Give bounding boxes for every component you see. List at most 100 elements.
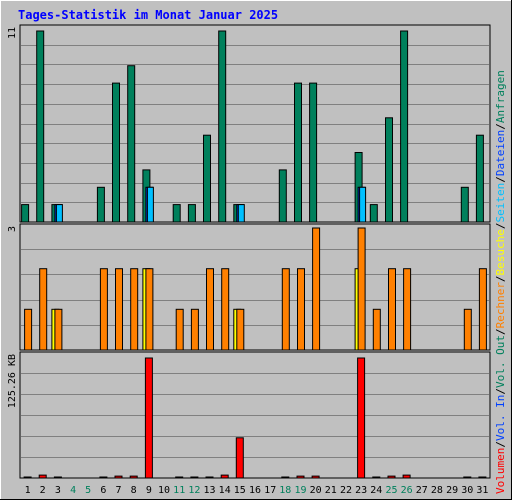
legend-entry: Besuche bbox=[494, 229, 507, 275]
panel-frame-2 bbox=[19, 223, 491, 351]
bar-anfragen bbox=[309, 82, 318, 223]
bar-rechner bbox=[130, 268, 139, 351]
bar-rechner bbox=[297, 268, 305, 351]
bar-volumen bbox=[53, 476, 62, 479]
x-tick-label: 17 bbox=[264, 485, 276, 496]
x-tick-label: 27 bbox=[416, 485, 428, 496]
x-tick-label: 24 bbox=[370, 485, 382, 496]
y-max-label: 125.26 KB bbox=[7, 354, 18, 408]
bar-volumen bbox=[478, 476, 487, 479]
bar-rechner bbox=[54, 308, 63, 351]
bar-rechner bbox=[206, 268, 214, 351]
x-tick-label: 8 bbox=[131, 485, 137, 496]
y-max-label: 3 bbox=[7, 226, 18, 232]
bar-rechner bbox=[190, 308, 199, 351]
bar-rechner bbox=[145, 268, 154, 351]
x-tick-labels: 1 2 3 4 5 6 7 8 9 10 11 12 13 14 15 16 17 18 19 20 21 22 23 24 2… bbox=[25, 485, 489, 496]
x-tick-label: 7 bbox=[115, 485, 121, 496]
legend-entry: Anfragen bbox=[494, 70, 507, 123]
bar-anfragen bbox=[187, 204, 196, 223]
bar-volumen bbox=[402, 474, 411, 479]
y-max-label: 11 bbox=[7, 27, 18, 39]
x-tick-label: 16 bbox=[249, 485, 261, 496]
x-tick-label: 2 bbox=[40, 485, 46, 496]
legend-entry: Volumen bbox=[494, 448, 507, 494]
bar-rechner bbox=[403, 268, 412, 351]
x-tick-label: 11 bbox=[173, 485, 185, 496]
x-tick-label: 22 bbox=[340, 485, 352, 496]
x-tick-label: 9 bbox=[146, 485, 152, 496]
legend-entry: Rechner bbox=[494, 282, 507, 329]
bar-volumen bbox=[144, 357, 153, 479]
bar-rechner bbox=[39, 268, 48, 351]
bar-volumen bbox=[175, 476, 184, 479]
bar-seiten bbox=[237, 204, 245, 223]
x-tick-label: 25 bbox=[385, 485, 397, 496]
legend-separator: / bbox=[494, 328, 507, 335]
bar-anfragen bbox=[96, 186, 105, 223]
bar-anfragen bbox=[127, 65, 136, 223]
legend-separator: / bbox=[494, 222, 507, 229]
x-tick-label: 4 bbox=[70, 485, 76, 496]
bar-volumen bbox=[235, 437, 244, 479]
legend: Volumen/Vol. In/Vol. Out/Rechner/Besuche… bbox=[494, 70, 507, 494]
bar-rechner bbox=[478, 268, 487, 351]
bar-anfragen bbox=[278, 169, 287, 223]
x-tick-label: 31 bbox=[476, 485, 488, 496]
bar-anfragen bbox=[218, 30, 227, 223]
x-tick-label: 15 bbox=[234, 485, 246, 496]
bar-rechner bbox=[281, 268, 290, 351]
bar-rechner bbox=[357, 227, 366, 351]
bar-rechner bbox=[372, 308, 381, 351]
bar-volumen bbox=[220, 474, 229, 479]
bar-rechner bbox=[312, 227, 321, 351]
x-tick-label: 29 bbox=[446, 485, 458, 496]
legend-separator: / bbox=[494, 176, 507, 183]
x-tick-label: 20 bbox=[310, 485, 322, 496]
x-tick-label: 28 bbox=[431, 485, 443, 496]
bar-volumen bbox=[296, 475, 305, 479]
x-tick-label: 3 bbox=[55, 485, 61, 496]
bar-volumen bbox=[387, 475, 396, 479]
legend-entry: Dateien bbox=[494, 130, 507, 176]
bar-volumen bbox=[190, 476, 199, 479]
bar-volumen bbox=[357, 357, 366, 479]
bar-anfragen bbox=[369, 204, 378, 223]
bar-seiten bbox=[146, 186, 154, 223]
x-tick-label: 10 bbox=[158, 485, 170, 496]
bar-anfragen bbox=[460, 186, 469, 223]
y-max-labels: 11 3 125.26 KB bbox=[7, 27, 18, 408]
bar-volumen bbox=[311, 475, 320, 479]
bar-volumen bbox=[463, 476, 472, 479]
bar-rechner bbox=[388, 268, 396, 351]
panel-frames bbox=[19, 24, 491, 479]
bar-anfragen bbox=[294, 82, 302, 223]
legend-separator: / bbox=[494, 123, 507, 130]
legend-entry: Seiten bbox=[494, 183, 507, 223]
bar-volumen bbox=[205, 476, 214, 479]
bar-rechner bbox=[24, 308, 33, 351]
bar-anfragen bbox=[203, 134, 211, 223]
x-tick-label: 19 bbox=[294, 485, 306, 496]
x-tick-label: 18 bbox=[279, 485, 291, 496]
panel-frame-3 bbox=[19, 351, 491, 479]
bar-rechner bbox=[221, 268, 230, 351]
bar-anfragen bbox=[385, 117, 393, 223]
bar-rechner bbox=[175, 308, 184, 351]
bar-seiten bbox=[55, 204, 63, 223]
bar-rechner bbox=[99, 268, 108, 351]
bar-seiten bbox=[359, 186, 367, 223]
bar-anfragen bbox=[112, 82, 120, 223]
bar-rechner bbox=[463, 308, 472, 351]
bar-volumen bbox=[129, 475, 138, 479]
legend-separator: / bbox=[494, 388, 507, 395]
x-tick-label: 21 bbox=[325, 485, 337, 496]
legend-entry: Vol. In bbox=[494, 395, 507, 441]
panel-frame-1 bbox=[19, 24, 491, 223]
x-tick-label: 6 bbox=[100, 485, 106, 496]
bar-volumen bbox=[372, 476, 381, 479]
bar-anfragen bbox=[475, 134, 484, 223]
chart-title: Tages-Statistik im Monat Januar 2025 bbox=[18, 8, 278, 22]
x-tick-label: 23 bbox=[355, 485, 367, 496]
